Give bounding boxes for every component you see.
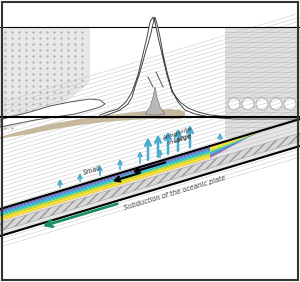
- Polygon shape: [0, 152, 210, 216]
- Polygon shape: [0, 99, 105, 127]
- Polygon shape: [0, 153, 210, 217]
- Polygon shape: [210, 127, 272, 150]
- Text: Subduction of the oceanic plate: Subduction of the oceanic plate: [123, 174, 226, 211]
- Circle shape: [284, 98, 296, 110]
- Circle shape: [270, 98, 282, 110]
- Polygon shape: [225, 27, 300, 137]
- Text: Small: Small: [82, 165, 102, 177]
- Polygon shape: [0, 119, 300, 236]
- Polygon shape: [0, 157, 210, 221]
- Circle shape: [256, 98, 268, 110]
- Polygon shape: [210, 129, 266, 154]
- Polygon shape: [0, 149, 210, 214]
- Polygon shape: [0, 156, 210, 220]
- Polygon shape: [0, 27, 90, 137]
- Polygon shape: [210, 130, 263, 156]
- Circle shape: [228, 98, 240, 110]
- Polygon shape: [0, 155, 210, 219]
- Polygon shape: [210, 128, 269, 152]
- Polygon shape: [100, 17, 300, 119]
- Polygon shape: [210, 131, 260, 158]
- Polygon shape: [145, 87, 165, 115]
- Polygon shape: [0, 0, 300, 27]
- Polygon shape: [0, 109, 185, 139]
- Polygon shape: [0, 147, 210, 212]
- Polygon shape: [0, 0, 300, 152]
- Polygon shape: [0, 146, 210, 210]
- Polygon shape: [0, 151, 210, 215]
- Polygon shape: [0, 133, 300, 231]
- Polygon shape: [210, 127, 275, 148]
- Circle shape: [242, 98, 254, 110]
- Text: Large: Large: [173, 133, 193, 144]
- Polygon shape: [0, 148, 210, 213]
- Text: Antigorite
m-value: Antigorite m-value: [162, 126, 195, 146]
